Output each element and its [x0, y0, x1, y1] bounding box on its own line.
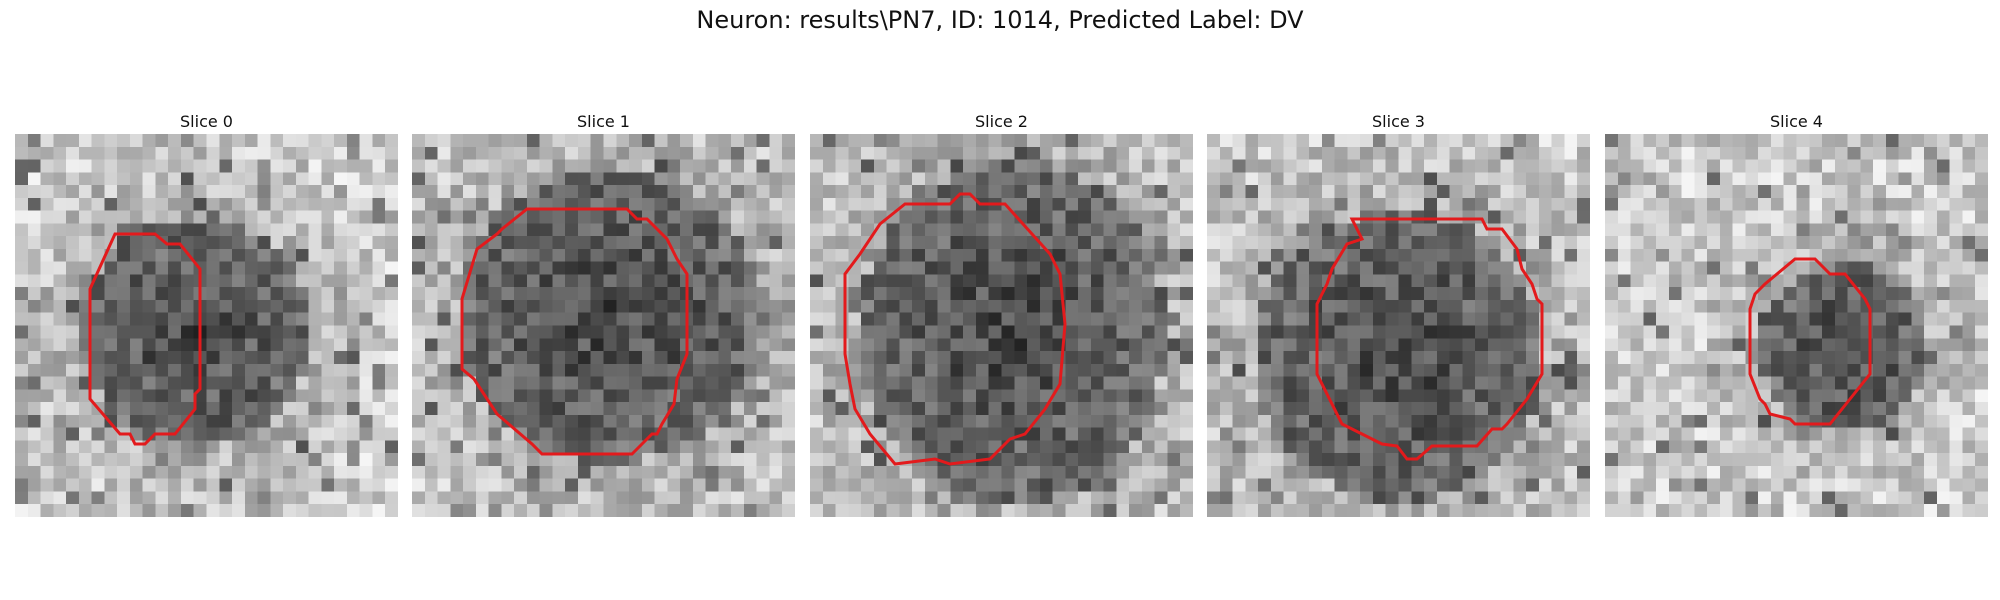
- slice-panel-1: Slice 1: [412, 110, 795, 517]
- figure-title: Neuron: results\PN7, ID: 1014, Predicted…: [696, 6, 1304, 34]
- slice-image-1: [412, 134, 795, 517]
- slice-image-3: [1207, 134, 1590, 517]
- grayscale-image: [1207, 134, 1590, 517]
- slice-image-4: [1605, 134, 1988, 517]
- segmentation-contour: [88, 232, 202, 446]
- slice-title: Slice 4: [1770, 112, 1823, 131]
- segmentation-contour: [843, 192, 1067, 466]
- segmentation-contour: [1748, 257, 1872, 426]
- slice-image-0: [15, 134, 398, 517]
- slice-title: Slice 1: [577, 112, 630, 131]
- grayscale-image: [15, 134, 398, 517]
- slice-image-2: [810, 134, 1193, 517]
- segmentation-contour: [460, 207, 689, 456]
- slice-title: Slice 2: [975, 112, 1028, 131]
- slice-panel-0: Slice 0: [15, 110, 398, 517]
- slice-panel-2: Slice 2: [810, 110, 1193, 517]
- grayscale-image: [1605, 134, 1988, 517]
- slice-title: Slice 0: [180, 112, 233, 131]
- slice-panel-4: Slice 4: [1605, 110, 1988, 517]
- slice-panel-3: Slice 3: [1207, 110, 1590, 517]
- grayscale-image: [810, 134, 1193, 517]
- segmentation-contour: [1315, 217, 1544, 461]
- slice-title: Slice 3: [1372, 112, 1425, 131]
